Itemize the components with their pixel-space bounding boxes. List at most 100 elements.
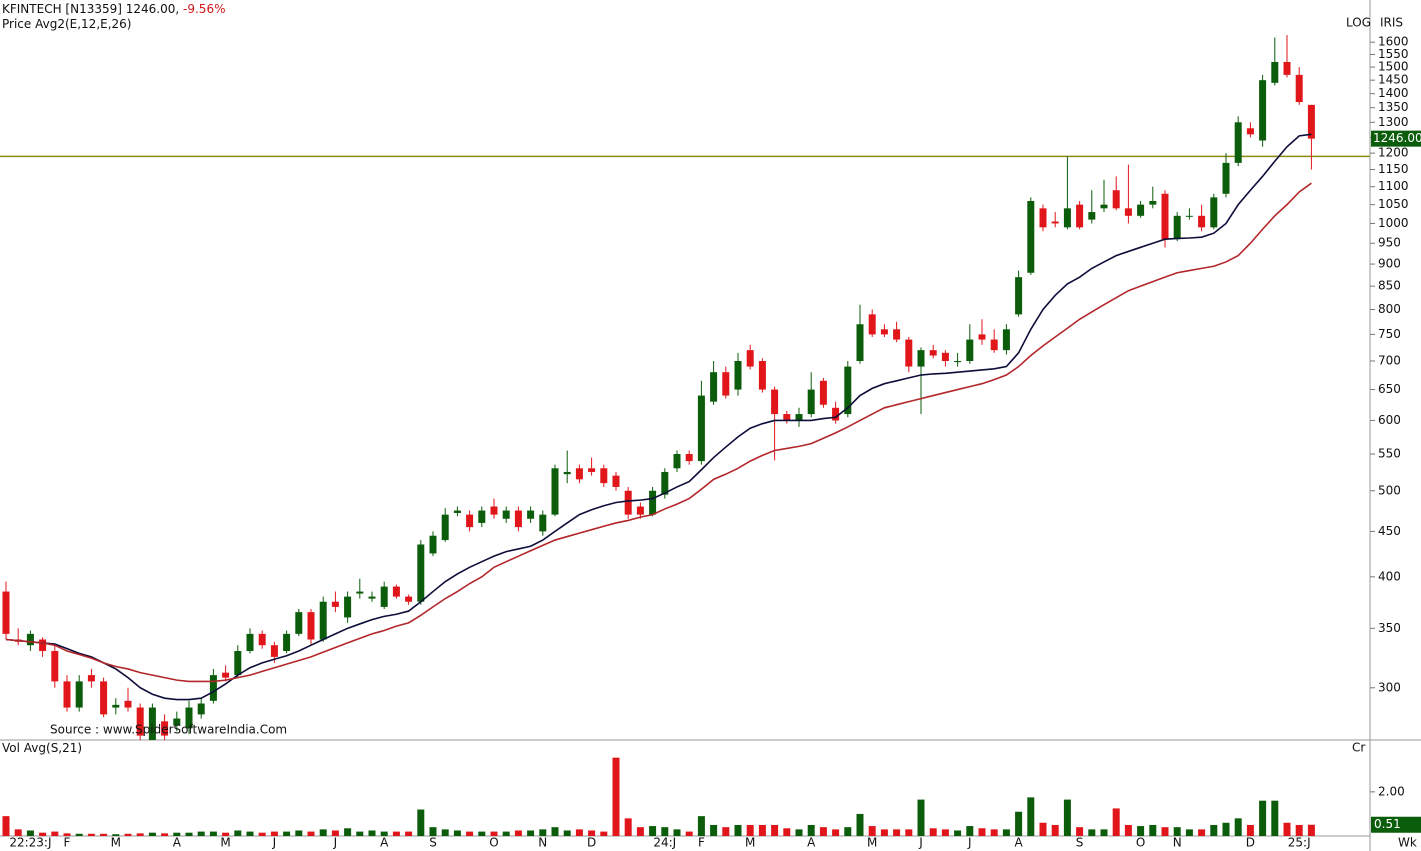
volume-bar: [1246, 824, 1254, 836]
volume-bar: [1185, 829, 1193, 836]
volume-bar: [185, 832, 193, 836]
volume-bar: [1112, 808, 1120, 836]
volume-bar: [307, 831, 315, 836]
volume-bar: [380, 831, 388, 836]
volume-bar: [490, 831, 498, 836]
candle-body: [1234, 122, 1242, 163]
y-tick-label: 550: [1378, 447, 1401, 461]
volume-bar: [1137, 826, 1145, 836]
volume-bar: [441, 829, 449, 836]
volume-bar: [209, 831, 217, 836]
y-tick-label: 1050: [1378, 197, 1409, 211]
candle-body: [26, 633, 34, 646]
volume-bar: [1222, 822, 1230, 836]
candle-body: [636, 506, 644, 515]
volume-bar: [453, 830, 461, 836]
x-tick-label: J: [333, 836, 338, 850]
x-tick-label: N: [538, 836, 547, 850]
volume-bar: [14, 829, 22, 836]
candle-body: [734, 361, 742, 390]
volume-bar: [258, 832, 266, 836]
candle-body: [710, 372, 718, 402]
x-tick-label: 24:J: [653, 836, 676, 850]
y-tick-label: 1400: [1378, 86, 1409, 100]
candle-body: [819, 380, 827, 405]
x-tick-label: 25:J: [1288, 836, 1311, 850]
candle-body: [307, 612, 315, 640]
y-tick-label: 1200: [1378, 146, 1409, 160]
volume-bar: [1088, 829, 1096, 836]
symbol: KFINTECH [N13359]: [2, 2, 122, 16]
volume-bar: [222, 832, 230, 836]
candle-body: [868, 314, 876, 335]
y-tick-label: 600: [1378, 413, 1401, 427]
candle-body: [990, 339, 998, 351]
candle-body: [514, 510, 522, 528]
volume-bar: [893, 829, 901, 836]
volume-legend: Vol Avg(S,21): [2, 741, 82, 755]
indicator-legend: Price Avg2(E,12,E,26): [2, 17, 131, 31]
candle-body: [392, 586, 400, 597]
x-tick-label: A: [1014, 836, 1023, 850]
change: -9.56%: [183, 2, 225, 16]
volume-bar: [331, 830, 339, 836]
candle-body: [466, 514, 474, 528]
candle-body: [1076, 204, 1084, 228]
candle-body: [954, 361, 962, 363]
volume-bar: [514, 830, 522, 836]
volume-bar: [1259, 800, 1267, 836]
volume-bar: [588, 830, 596, 836]
candle-body: [283, 633, 291, 652]
candle-body: [807, 389, 815, 415]
volume-bar: [527, 830, 535, 836]
candle-body: [1149, 200, 1157, 205]
volume-bar: [734, 824, 742, 836]
volume-bar: [197, 831, 205, 836]
volume-bar: [112, 834, 120, 836]
candle-body: [234, 651, 242, 676]
volume-indicator: Avg(S,21): [24, 741, 82, 755]
candle-body: [1027, 200, 1035, 273]
candle-body: [1137, 204, 1145, 216]
volume-bar: [63, 833, 71, 836]
candle-body: [1198, 215, 1206, 228]
candle-body: [575, 468, 583, 480]
price-tag-label: 1246.00: [1373, 131, 1421, 145]
candle-body: [405, 596, 413, 602]
y-tick-label: 850: [1378, 279, 1401, 293]
volume-bar: [270, 831, 278, 836]
volume-bar: [1076, 827, 1084, 836]
candle-body: [295, 612, 303, 634]
volume-bar: [478, 831, 486, 836]
candle-body: [246, 633, 254, 652]
candle-body: [1161, 193, 1169, 240]
volume-bar: [673, 829, 681, 836]
volume-bar: [746, 824, 754, 836]
candle-body: [1295, 74, 1303, 103]
y-tick-label: 1550: [1378, 47, 1409, 61]
volume-bar: [1149, 824, 1157, 836]
volume-bar: [880, 829, 888, 836]
volume-bar: [1271, 800, 1279, 836]
moving-average-line: [5, 133, 1312, 701]
volume-bar: [368, 830, 376, 836]
y-tick-label: 400: [1378, 569, 1401, 583]
candle-body: [173, 718, 181, 726]
candle-body: [87, 675, 95, 682]
volume-bar: [1234, 818, 1242, 836]
volume-bar: [100, 833, 108, 836]
volume-bar: [405, 831, 413, 836]
volume-bar: [502, 831, 510, 836]
candle-body: [917, 350, 925, 367]
candle-body: [344, 596, 352, 618]
candle-body: [453, 510, 461, 513]
volume-bar: [87, 833, 95, 836]
volume-label: Vol: [2, 741, 20, 755]
volume-bar: [1173, 827, 1181, 836]
volume-bar: [429, 827, 437, 836]
volume-bar: [136, 833, 144, 836]
candle-body: [331, 601, 339, 607]
candle-body: [1283, 61, 1291, 75]
volume-bar: [783, 828, 791, 836]
